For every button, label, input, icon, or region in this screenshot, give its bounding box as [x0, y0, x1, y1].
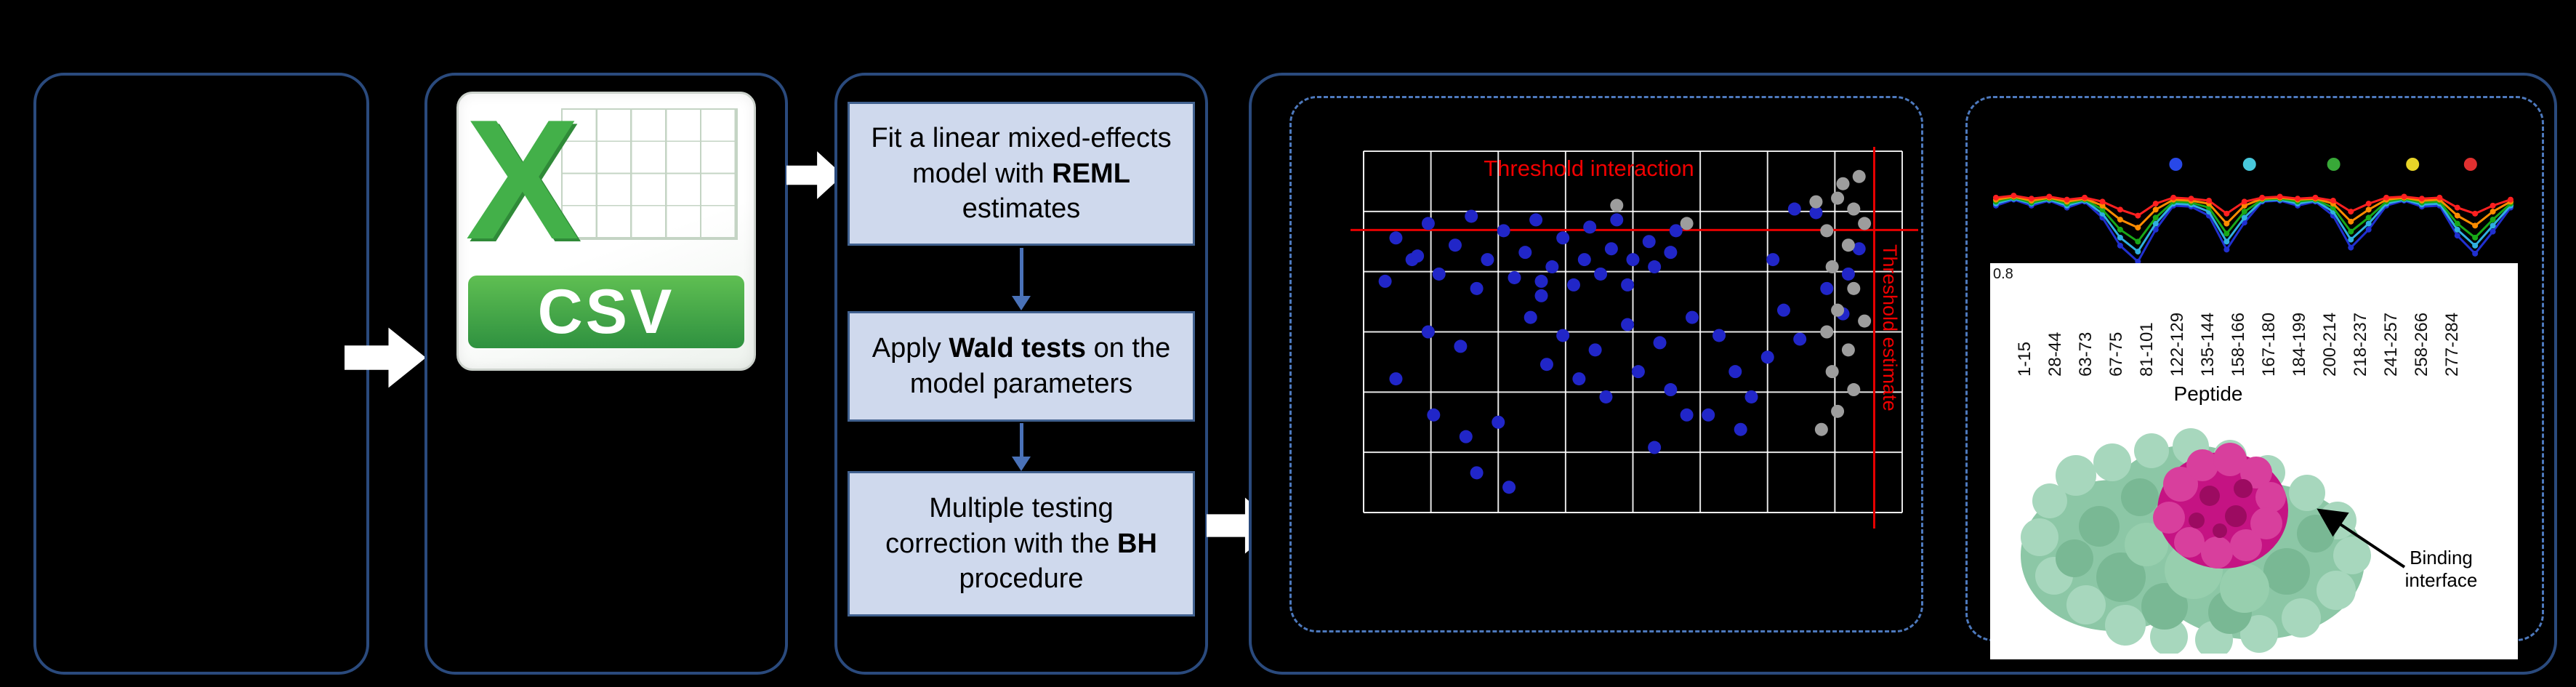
step-bh-correction-text: Multiple testing correction with the BH …: [869, 491, 1174, 597]
peptide-tick-label: 277-284: [2442, 312, 2462, 377]
step-arrow-1-icon: [1011, 248, 1031, 310]
y-axis-tick-label: 0.8: [1993, 266, 2013, 282]
peptide-tick-label: 1-15: [2015, 341, 2034, 377]
step3-bold: BH: [1117, 528, 1157, 559]
step-wald-tests-text: Apply Wald tests on the model parameters: [869, 331, 1174, 401]
step3-post: procedure: [959, 563, 1084, 595]
peptide-tick-label: 241-257: [2381, 312, 2401, 377]
step1-bold: REML: [1052, 158, 1130, 189]
uptake-line-chart: [1993, 158, 2513, 265]
csv-label: CSV: [537, 276, 675, 347]
peptide-tick-label: 67-75: [2106, 332, 2126, 377]
step-arrow-2-icon: [1011, 423, 1031, 471]
panel-raw-data: [33, 73, 369, 675]
peptide-tick-label: 167-180: [2259, 312, 2279, 377]
step2-post: on the model parameters: [909, 333, 1171, 399]
peptide-tick-label: 218-237: [2351, 312, 2370, 377]
csv-banner: CSV: [468, 276, 744, 349]
binding-interface-label: Binding interface: [2404, 547, 2478, 592]
csv-spreadsheet-grid: [561, 108, 738, 240]
threshold-estimate-label: Threshold estimate: [1879, 244, 1901, 411]
peptide-tick-label: 28-44: [2045, 332, 2065, 377]
step3-pre: Multiple testing correction with the: [885, 493, 1118, 559]
peptide-tick-label: 63-73: [2076, 332, 2096, 377]
step2-bold: Wald tests: [949, 333, 1087, 364]
step-wald-tests: Apply Wald tests on the model parameters: [848, 311, 1195, 422]
step-bh-correction: Multiple testing correction with the BH …: [848, 471, 1195, 616]
peptide-tick-label: 158-166: [2229, 312, 2248, 377]
step1-post: estimates: [962, 193, 1081, 225]
peptide-tick-label: 135-144: [2198, 312, 2218, 377]
step-fit-model-text: Fit a linear mixed-effects model with RE…: [869, 121, 1174, 227]
peptide-tick-label: 184-199: [2290, 312, 2309, 377]
peptide-tick-label: 200-214: [2320, 312, 2340, 377]
results-volcano-group: [1289, 96, 1923, 632]
peptide-tick-label: 122-129: [2168, 312, 2187, 377]
peptide-axis-title: Peptide: [2173, 382, 2243, 405]
peptide-structure-box: 0.8 1-15 28-44 63-73 67-75 81-101 122-129 135-…: [1990, 263, 2518, 659]
volcano-scatter-plot: [1351, 147, 1918, 529]
step1-pre: Fit a linear mixed-effects model with: [871, 123, 1172, 189]
step-fit-model: Fit a linear mixed-effects model with RE…: [848, 102, 1195, 246]
peptide-tick-label: 81-101: [2137, 322, 2157, 377]
threshold-interaction-label: Threshold interaction: [1484, 156, 1694, 181]
peptide-tick-label: 258-266: [2412, 312, 2431, 377]
binding-interface-arrow-icon: [2317, 508, 2406, 569]
step2-pre: Apply: [872, 333, 949, 364]
excel-x-glyph: X: [465, 83, 580, 275]
protein-structure-graphic: [2021, 428, 2371, 654]
csv-file-icon: X CSV: [456, 84, 756, 371]
